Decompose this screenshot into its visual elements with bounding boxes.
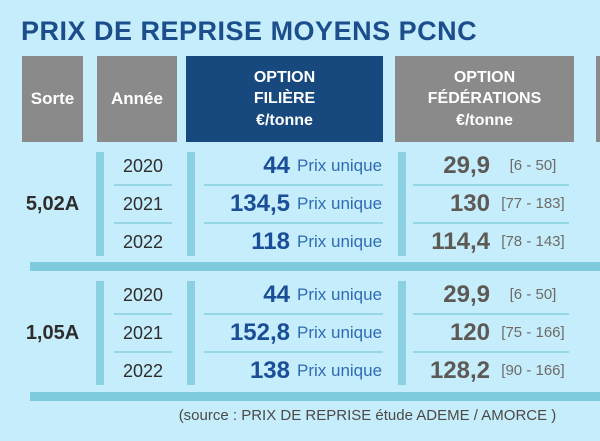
header-line: FILIÈRE bbox=[253, 90, 316, 108]
cell-option-federations-value: 120 bbox=[449, 319, 490, 346]
header-line: OPTION bbox=[453, 68, 516, 86]
sorte-group-502a: 5,02A 2020 44 Prix unique 29,9 [6 - 50] … bbox=[0, 151, 600, 258]
cell-federations-range: [6 - 50] bbox=[509, 157, 557, 174]
row-divider bbox=[413, 313, 569, 315]
row-divider bbox=[204, 222, 383, 224]
column-header-annee-label: Année bbox=[111, 89, 163, 108]
column-header-annee: Année bbox=[97, 56, 177, 142]
table-row: 2021 134,5 Prix unique 130 [77 - 183] bbox=[0, 189, 600, 219]
header-line: FÉDÉRATIONS bbox=[427, 90, 542, 108]
cell-sorte: 5,02A bbox=[25, 193, 80, 215]
row-divider bbox=[114, 351, 172, 353]
cell-option-filiere-value: 152,8 bbox=[229, 319, 290, 346]
column-header-sorte: Sorte bbox=[22, 56, 83, 142]
cell-option-filiere-value: 44 bbox=[263, 152, 290, 179]
bottom-separator-bar bbox=[30, 392, 600, 401]
cell-filiere-note: Prix unique bbox=[297, 156, 383, 175]
table-row: 2022 138 Prix unique 128,2 [90 - 166] bbox=[0, 356, 600, 386]
header-line: €/tonne bbox=[456, 111, 513, 129]
cell-federations-range: [78 - 143] bbox=[501, 233, 565, 250]
row-divider bbox=[204, 313, 383, 315]
table-row: 2020 44 Prix unique 29,9 [6 - 50] bbox=[0, 151, 600, 181]
column-header-sorte-label: Sorte bbox=[30, 89, 75, 108]
row-divider bbox=[114, 184, 172, 186]
column-separator-bar bbox=[187, 281, 195, 385]
column-separator-bar bbox=[398, 281, 406, 385]
cell-filiere-note: Prix unique bbox=[297, 285, 383, 304]
row-divider bbox=[204, 184, 383, 186]
cell-federations-range: [75 - 166] bbox=[501, 324, 565, 341]
table-row: 2021 152,8 Prix unique 120 [75 - 166] bbox=[0, 318, 600, 348]
cell-filiere-note: Prix unique bbox=[297, 194, 383, 213]
cell-option-federations-value: 29,9 bbox=[443, 281, 490, 308]
source-caption: (source : PRIX DE REPRISE étude ADEME / … bbox=[178, 407, 557, 424]
cropped-column-sliver bbox=[596, 56, 600, 142]
column-separator-bar bbox=[96, 152, 104, 256]
cell-annee: 2020 bbox=[122, 285, 164, 305]
cell-sorte: 1,05A bbox=[25, 322, 80, 344]
cell-option-federations-value: 29,9 bbox=[443, 152, 490, 179]
row-divider bbox=[413, 184, 569, 186]
cell-annee: 2021 bbox=[122, 323, 164, 343]
column-separator-bar bbox=[187, 152, 195, 256]
row-divider bbox=[413, 222, 569, 224]
cell-annee: 2022 bbox=[122, 361, 164, 381]
row-divider bbox=[413, 351, 569, 353]
cell-filiere-note: Prix unique bbox=[297, 323, 383, 342]
cell-filiere-note: Prix unique bbox=[297, 232, 383, 251]
cell-annee: 2021 bbox=[122, 194, 164, 214]
cell-filiere-note: Prix unique bbox=[297, 361, 383, 380]
table-row: 2020 44 Prix unique 29,9 [6 - 50] bbox=[0, 280, 600, 310]
cell-federations-range: [77 - 183] bbox=[501, 195, 565, 212]
row-divider bbox=[114, 222, 172, 224]
cell-option-filiere-value: 138 bbox=[249, 357, 290, 384]
cell-option-filiere-value: 44 bbox=[263, 281, 290, 308]
cell-option-federations-value: 114,4 bbox=[431, 228, 490, 255]
column-separator-bar bbox=[398, 152, 406, 256]
cell-federations-range: [6 - 50] bbox=[509, 286, 557, 303]
cell-option-federations-value: 128,2 bbox=[429, 357, 490, 384]
header-line: €/tonne bbox=[256, 111, 313, 129]
row-divider bbox=[114, 313, 172, 315]
page-title: PRIX DE REPRISE MOYENS PCNC bbox=[21, 16, 478, 46]
column-header-option-filiere: OPTION FILIÈRE €/tonne bbox=[186, 56, 383, 142]
group-separator-bar bbox=[30, 262, 600, 271]
column-header-option-federations: OPTION FÉDÉRATIONS €/tonne bbox=[395, 56, 574, 142]
cell-annee: 2022 bbox=[122, 232, 164, 252]
sorte-group-105a: 1,05A 2020 44 Prix unique 29,9 [6 - 50] … bbox=[0, 280, 600, 387]
table-row: 2022 118 Prix unique 114,4 [78 - 143] bbox=[0, 227, 600, 257]
column-separator-bar bbox=[96, 281, 104, 385]
cell-option-filiere-value: 134,5 bbox=[229, 190, 290, 217]
header-line: OPTION bbox=[253, 68, 316, 86]
cell-federations-range: [90 - 166] bbox=[501, 362, 565, 379]
row-divider bbox=[204, 351, 383, 353]
cell-annee: 2020 bbox=[122, 156, 164, 176]
cell-option-federations-value: 130 bbox=[449, 190, 490, 217]
cell-option-filiere-value: 118 bbox=[251, 228, 290, 255]
